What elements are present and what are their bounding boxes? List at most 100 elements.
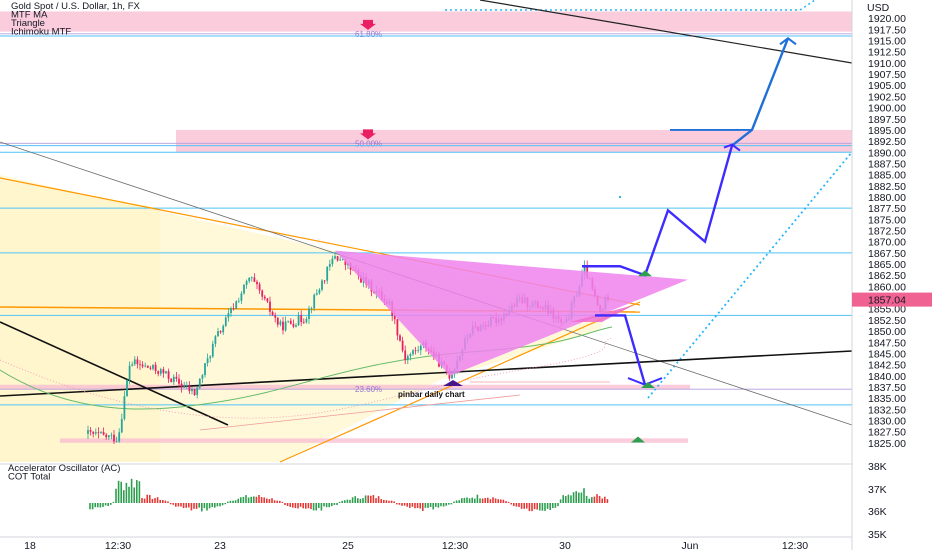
black-top-trend — [479, 0, 853, 64]
y-tick-label: 1852.50 — [868, 315, 906, 327]
osc-bar — [302, 503, 304, 509]
osc-bar — [401, 503, 403, 506]
candle-body — [191, 389, 193, 392]
indicator-label: MTF MA — [11, 10, 48, 21]
y-tick-label: 1867.50 — [868, 248, 906, 260]
axis-bg — [852, 0, 932, 550]
osc-bar — [351, 497, 354, 503]
osc-bar — [575, 491, 577, 503]
osc-bar — [539, 503, 541, 511]
candle-body — [300, 315, 303, 323]
osc-bar — [216, 503, 219, 507]
candle-body — [399, 335, 401, 341]
osc-bar — [463, 497, 466, 503]
osc-bar — [383, 499, 385, 503]
projection-mid-arrow — [723, 143, 741, 152]
osc-bar — [268, 499, 271, 503]
osc-bar — [466, 497, 468, 503]
osc-bar — [130, 478, 133, 503]
candle-body — [230, 308, 232, 314]
osc-bar — [333, 503, 336, 505]
osc-bar — [411, 503, 414, 507]
candle-body — [360, 275, 362, 283]
projection-up-path — [582, 145, 734, 277]
osc-bar — [359, 498, 362, 503]
green-marker-3 — [631, 436, 645, 443]
osc-bar — [242, 496, 245, 503]
osc-bar — [292, 503, 294, 508]
osc-bar — [185, 503, 187, 508]
osc-bar — [325, 503, 328, 508]
osc-bar — [167, 501, 169, 503]
candle-body — [107, 435, 110, 438]
osc-bar — [154, 498, 156, 503]
osc-bar — [541, 503, 544, 511]
black-trend-left — [0, 321, 229, 426]
current-price-label: 1857.04 — [868, 295, 906, 307]
candle-body — [331, 258, 334, 265]
osc-bar — [406, 503, 408, 507]
osc-bar — [221, 503, 224, 506]
osc-bar — [580, 492, 583, 503]
osc-bar — [323, 503, 325, 507]
candle-body — [271, 311, 274, 316]
osc-bar — [195, 503, 198, 509]
osc-bar — [398, 503, 401, 505]
y-tick-label: 1825.00 — [868, 438, 906, 450]
osc-bar — [445, 503, 447, 506]
candle-body — [162, 369, 165, 374]
osc-bar — [294, 503, 297, 509]
y-tick-label: 1835.00 — [868, 393, 906, 405]
orange-trend-bottom — [279, 301, 641, 463]
candle-body — [180, 383, 183, 388]
candle-body — [328, 264, 331, 267]
candle-body — [412, 350, 414, 355]
dotted-projection — [647, 151, 853, 399]
osc-bar — [320, 503, 323, 511]
osc-bar — [471, 497, 473, 503]
osc-bar — [476, 494, 479, 503]
candle-body — [235, 301, 238, 310]
candle-body — [152, 364, 154, 369]
candle-body — [248, 277, 251, 282]
osc-bar — [104, 503, 107, 506]
osc-bar — [159, 499, 161, 503]
osc-bar — [180, 503, 182, 507]
y-tick-label: 1875.00 — [868, 214, 906, 226]
osc-bar — [507, 501, 510, 503]
candle-body — [243, 284, 245, 294]
osc-bar — [518, 503, 520, 507]
candle-body — [583, 265, 586, 275]
indicator-label: Ichimoku MTF — [11, 27, 71, 38]
y-tick-label: 1907.50 — [868, 69, 906, 81]
candle-body — [128, 365, 131, 380]
chart-lines: 61.80% 50.00% 23.60% — [0, 0, 853, 463]
y-tick-label: 1837.50 — [868, 382, 906, 394]
osc-bar — [585, 495, 588, 503]
chart-drawings: pinbar daily chart — [335, 37, 797, 443]
y-tick-label: 1842.50 — [868, 360, 906, 372]
osc-bar — [468, 498, 471, 503]
candle-body — [222, 325, 225, 333]
osc-bar — [175, 503, 177, 507]
osc-bar — [510, 503, 512, 505]
candle-body — [157, 371, 160, 374]
osc-bar — [188, 503, 190, 508]
candle-body — [131, 364, 134, 366]
y-tick-label: 1855.00 — [868, 304, 906, 316]
x-tick-label: 30 — [559, 540, 571, 550]
osc-bar — [229, 500, 232, 503]
triangle-pattern — [335, 250, 688, 376]
osc-bar — [164, 500, 167, 503]
candle-body — [401, 340, 404, 351]
y-tick-label: 1917.50 — [868, 24, 906, 36]
black-support — [0, 350, 853, 397]
green-marker-2 — [641, 381, 655, 388]
x-tick-label: 12:30 — [105, 540, 131, 550]
osc-bar — [273, 500, 276, 503]
osc-bar — [403, 503, 406, 506]
zone-2 — [176, 129, 852, 153]
pinbar-marker — [443, 380, 463, 386]
osc-bar — [338, 501, 341, 503]
